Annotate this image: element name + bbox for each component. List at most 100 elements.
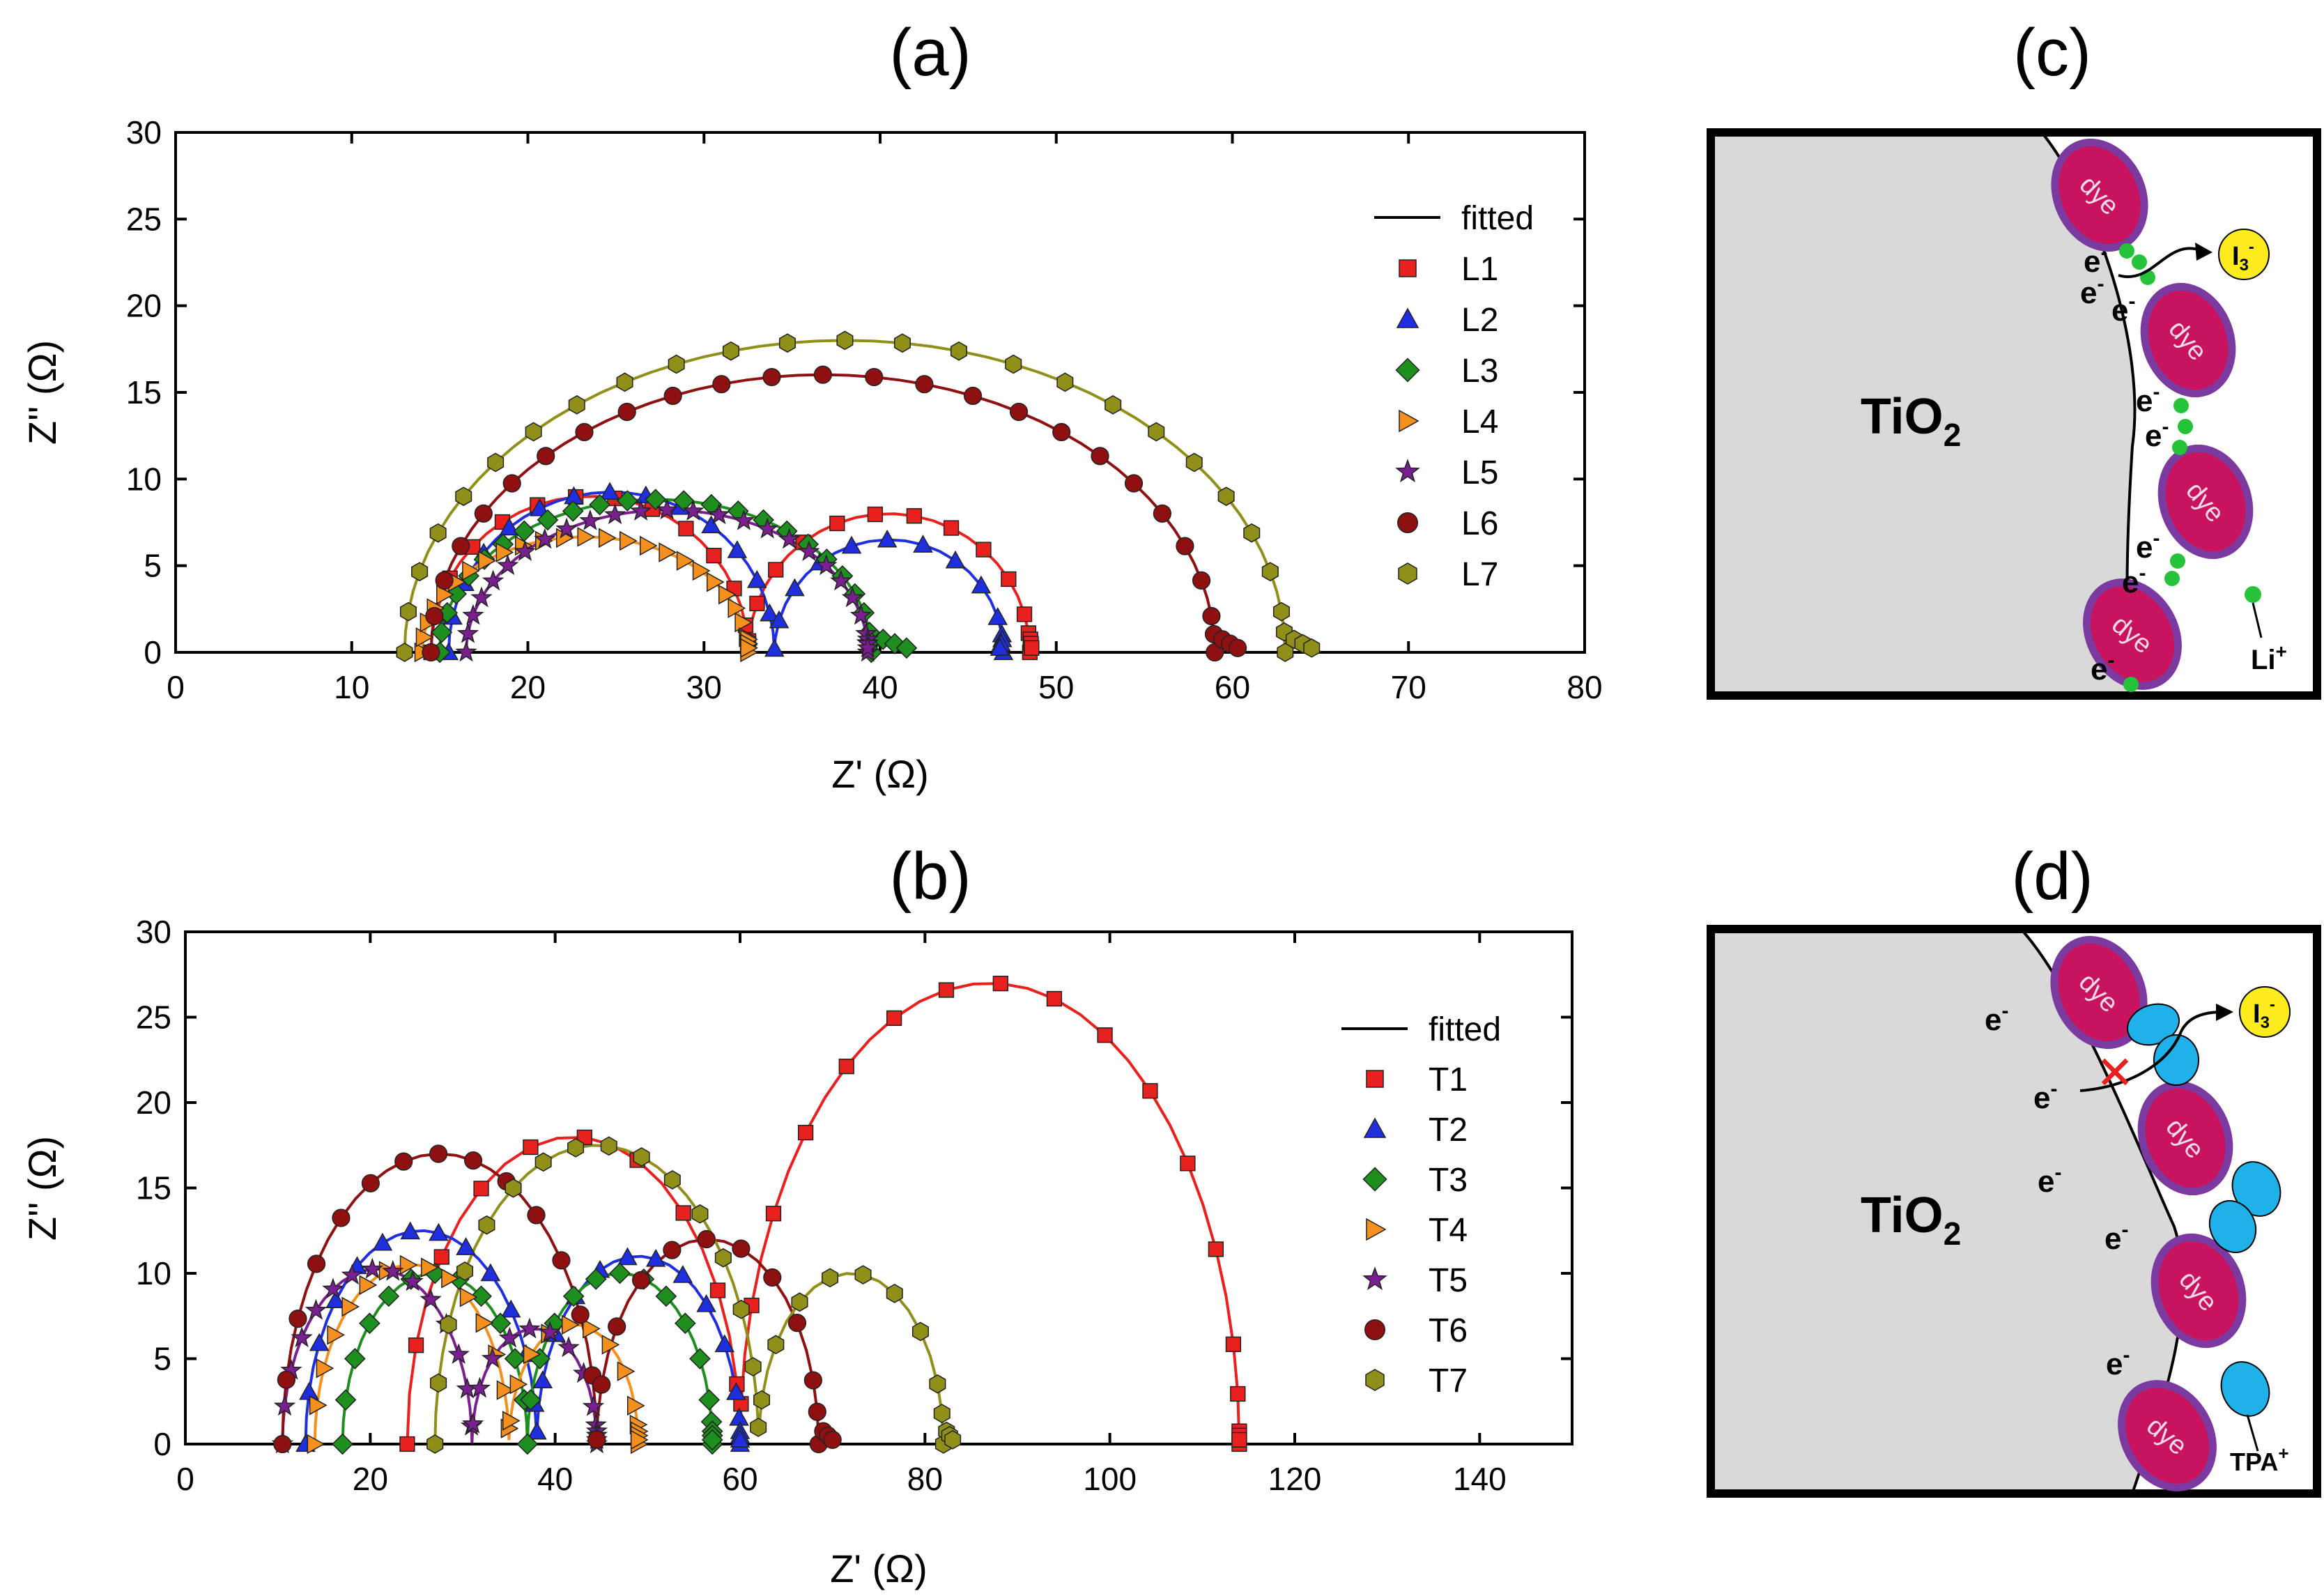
a-xtick-label: 30 [686,669,722,705]
marker-T1 [1180,1156,1196,1172]
marker-L4 [706,571,725,592]
chart-b-markers [271,975,1247,1455]
marker-L1 [906,508,922,524]
marker-T5 [447,1343,470,1365]
marker-L5 [579,509,601,530]
marker-T7 [732,1299,750,1319]
marker-L2 [987,607,1008,625]
marker-T4 [583,1319,601,1339]
dye-c-3: dye [2157,444,2254,560]
marker-T1 [765,1206,782,1222]
blocked-path-d [2079,1011,2224,1092]
svg-text:e-: e- [2038,1161,2061,1199]
arrow-head-d [2216,1004,2233,1021]
marker-L2 [701,515,721,534]
dye-d-3: dye [2150,1233,2247,1349]
marker-T3 [470,1285,492,1307]
marker-T1 [433,1249,449,1265]
electrons-d: e- e- e- e- e- [1985,999,2130,1381]
marker-T5 [322,1277,344,1299]
marker-L7 [399,601,417,622]
b-legend-fitted-label: fitted [1429,1011,1501,1048]
marker-T1 [408,1337,424,1353]
marker-L7 [836,330,854,351]
marker-L5 [455,640,477,662]
marker-T5 [539,1321,561,1342]
li-label-c: Li+ [2251,640,2287,675]
marker-L5 [456,622,479,643]
marker-T6 [732,1239,751,1258]
marker-L6 [1091,447,1109,466]
marker-T5 [382,1259,404,1281]
marker-T5 [518,1317,541,1339]
marker-T6 [307,1254,326,1273]
marker-L1 [768,562,784,578]
marker-T2 [456,1237,476,1255]
a-legend-label-L1: L1 [1461,251,1498,288]
marker-L4 [659,542,677,562]
chart-a-xlabel: Z' (Ω) [831,752,929,796]
marker-T5 [468,1376,491,1398]
marker-L4 [676,551,695,571]
marker-L1 [678,521,694,537]
marker-L5 [682,500,705,521]
marker-L7 [778,333,796,353]
marker-T1 [709,1282,726,1298]
marker-L5 [732,509,755,530]
diagram-d-frame [1707,925,2321,1498]
marker-L6 [575,422,594,442]
b-xtick-label: 60 [722,1461,757,1497]
b-legend-marker-T3 [1362,1167,1387,1192]
marker-L6 [813,365,832,384]
marker-L6 [452,537,470,555]
chart-b-ticks: 0 20 40 60 80 100 120 140 0 5 10 15 20 25 30 [136,914,1572,1497]
a-legend-fitted-label: fitted [1461,200,1534,237]
marker-L6 [663,386,682,406]
marker-T5 [273,1395,296,1416]
b-ytick-label: 5 [153,1341,171,1377]
marker-T5 [305,1298,328,1320]
marker-T2 [299,1381,319,1400]
panel-label-a: (a) [889,15,971,90]
marker-T7 [944,1430,962,1450]
a-xtick-label: 70 [1391,669,1426,705]
svg-text:e-: e- [2104,1218,2128,1256]
marker-L5 [462,604,484,625]
marker-T3 [562,1285,585,1307]
marker-T1 [473,1181,489,1197]
marker-L5 [482,569,505,591]
marker-L5 [830,569,852,591]
marker-L7 [411,562,429,582]
marker-L2 [785,578,805,597]
marker-T6 [571,1305,590,1324]
b-legend-marker-T1 [1366,1070,1384,1088]
marker-T3 [609,1262,631,1284]
marker-L6 [915,375,934,394]
chart-b-xlabel: Z' (Ω) [830,1547,928,1590]
marker-T7 [911,1321,929,1342]
b-legend-marker-T4 [1366,1218,1387,1241]
marker-T4 [441,1268,459,1289]
marker-L2 [769,610,790,629]
marker-L1 [867,506,883,523]
b-ytick-label: 20 [136,1084,171,1121]
marker-L7 [1185,452,1203,473]
marker-L2 [913,535,933,553]
marker-T3 [701,1429,723,1451]
a-ytick-label: 25 [126,201,162,237]
marker-T1 [838,1058,854,1075]
marker-T6 [823,1430,842,1449]
dye-molecules-d: dye dye dye dye [2050,935,2247,1491]
li-ions-c [2119,243,2263,692]
marker-T4 [630,1429,649,1450]
chart-a-legend: fitted L1 L2 L3 L4 L5 L6 L7 [1374,200,1534,593]
svg-text:e-: e- [2136,381,2160,418]
marker-T6 [463,1151,483,1170]
chart-a-frame [174,131,1586,654]
marker-T3 [674,1312,696,1335]
marker-T1 [1231,1432,1247,1448]
marker-T3 [516,1433,539,1455]
svg-text:e-: e- [2136,527,2160,565]
chart-a-markers [396,330,1321,663]
marker-L2 [599,482,620,500]
